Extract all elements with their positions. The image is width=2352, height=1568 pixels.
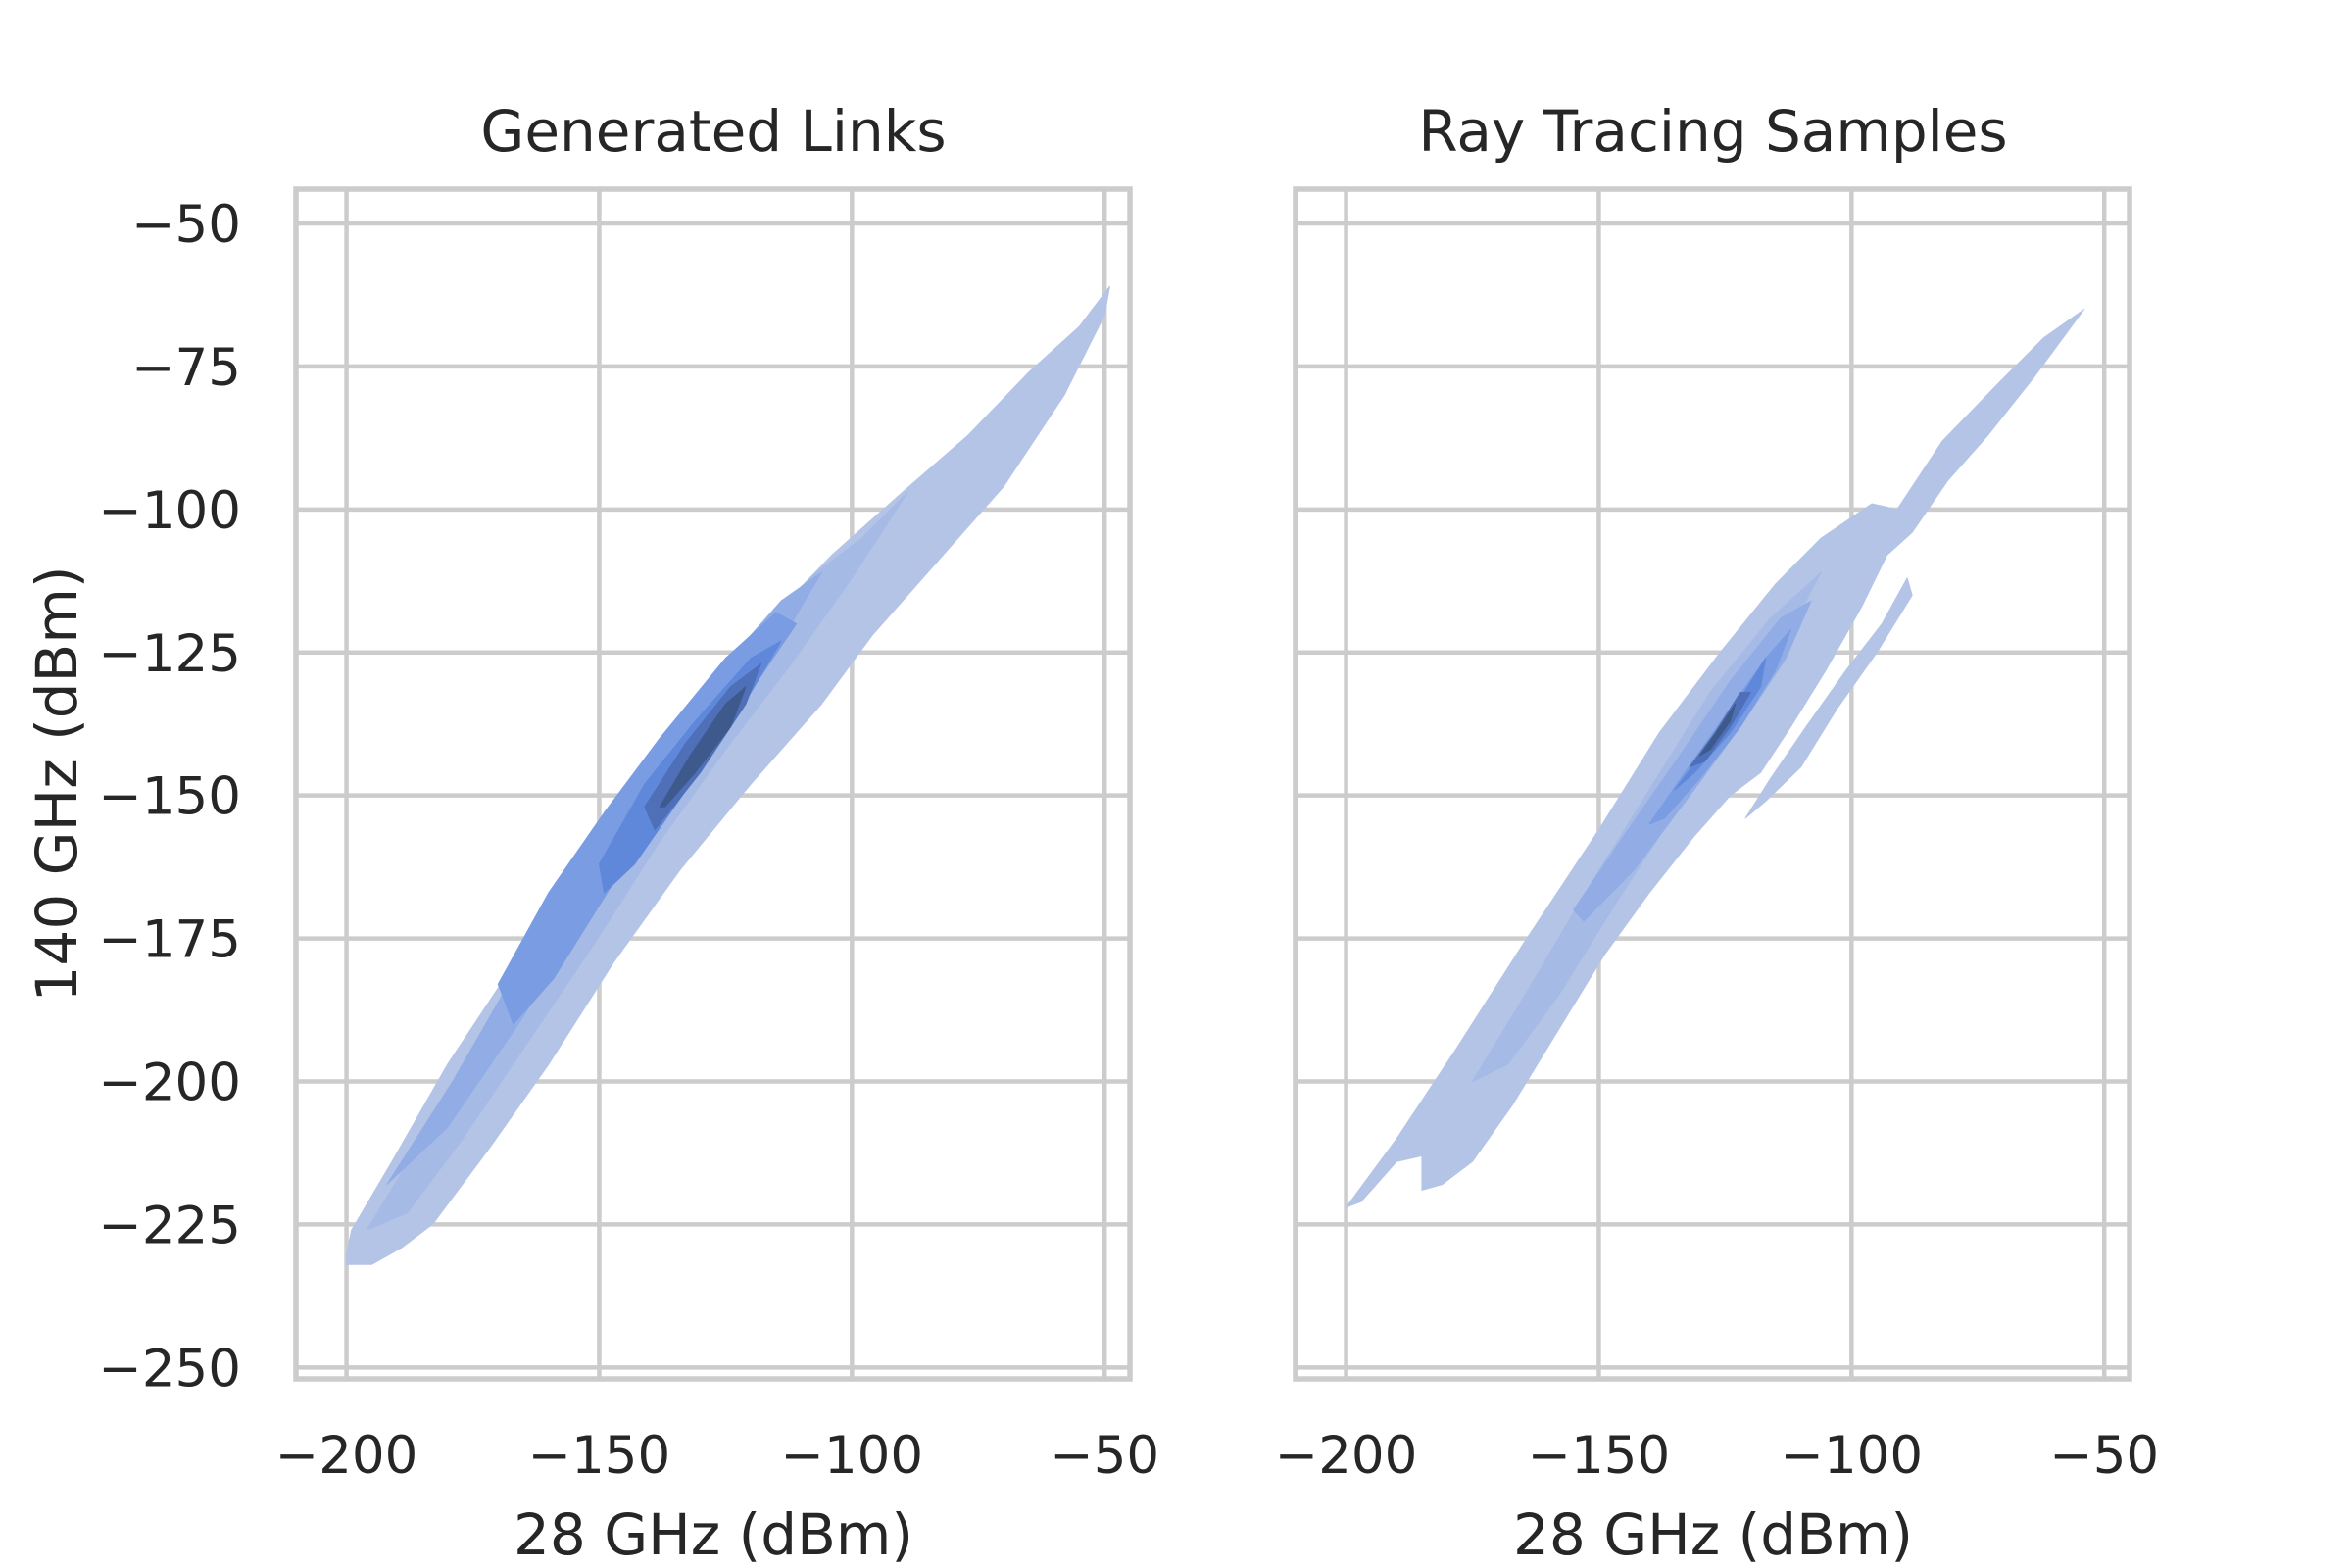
y-tick-label: −150 <box>98 767 241 827</box>
grid <box>296 189 1130 1379</box>
x-tick-label: −200 <box>275 1426 418 1486</box>
y-tick-label: −100 <box>98 481 241 541</box>
x-tick-labels: −200 −150 −100 −50 <box>275 1426 1159 1486</box>
density-level-7 <box>1699 703 1737 757</box>
y-tick-label: −200 <box>98 1054 241 1113</box>
y-axis-label: 140 GHz (dBm) <box>24 566 90 1003</box>
x-tick-label: −150 <box>1528 1426 1671 1486</box>
density-level-1 <box>1744 577 1913 819</box>
y-tick-label: −175 <box>98 910 241 970</box>
y-tick-labels: −50 −75 −100 −125 −150 −175 −200 −225 −250 <box>98 195 241 1398</box>
density-contours <box>1346 309 2085 1208</box>
x-tick-label: −100 <box>781 1426 924 1486</box>
x-axis-label: 28 GHz (dBm) <box>1513 1501 1913 1568</box>
axes-frame <box>293 186 1133 1382</box>
y-tick-label: −250 <box>98 1339 241 1398</box>
panel-generated-links: Generated Links −200 −150 −100 −50 −50 −75 −1… <box>24 98 1159 1568</box>
density-level-7 <box>659 686 747 808</box>
x-tick-label: −150 <box>528 1426 671 1486</box>
grid <box>1296 189 2130 1379</box>
x-tick-label: −200 <box>1275 1426 1418 1486</box>
panel-title: Ray Tracing Samples <box>1418 98 2007 165</box>
y-tick-label: −50 <box>131 195 241 255</box>
x-tick-labels: −200 −150 −100 −50 <box>1275 1426 2159 1486</box>
panel-ray-tracing-samples: Ray Tracing Samples −200 −150 −100 −50 28 G… <box>1275 98 2159 1568</box>
x-axis-label: 28 GHz (dBm) <box>514 1501 913 1568</box>
density-contours <box>346 285 1110 1265</box>
y-tick-label: −225 <box>98 1196 241 1255</box>
x-tick-label: −50 <box>2049 1426 2159 1486</box>
x-tick-label: −100 <box>1781 1426 1924 1486</box>
y-tick-label: −125 <box>98 624 241 684</box>
x-tick-label: −50 <box>1050 1426 1159 1486</box>
y-tick-label: −75 <box>131 338 241 398</box>
axes-frame <box>1293 186 2132 1382</box>
panel-title: Generated Links <box>480 98 946 165</box>
